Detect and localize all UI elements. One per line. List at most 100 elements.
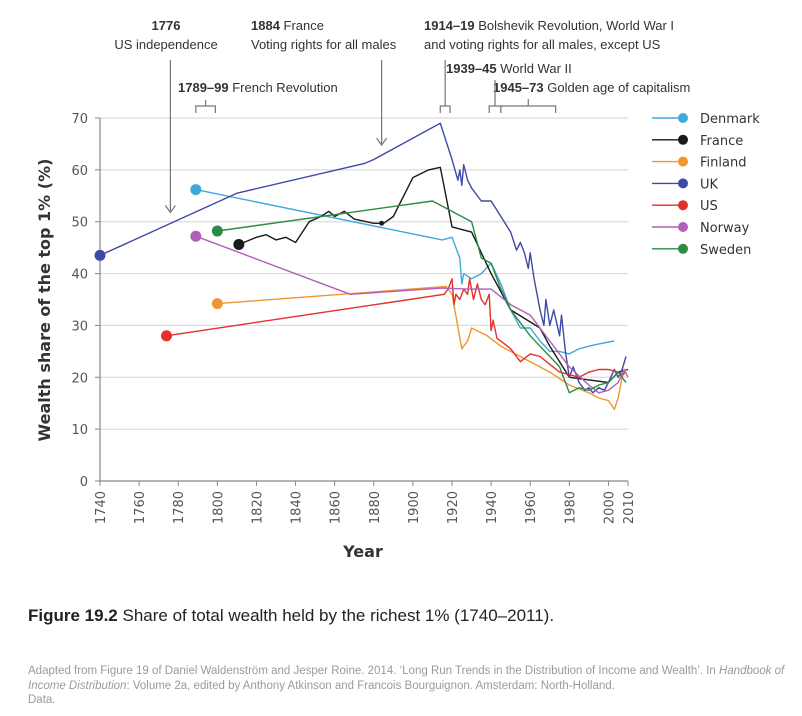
legend-item-norway: Norway [652,221,750,236]
series-sweden [211,200,627,394]
legend-label: US [700,199,718,214]
source-note: Adapted from Figure 19 of Daniel Waldens… [28,664,788,708]
y-tick-label: 10 [71,423,88,438]
legend-marker [678,200,688,211]
series-line [217,200,627,394]
x-tick-label: 1900 [407,491,422,524]
figure-caption: Figure 19.2 Share of total wealth held b… [28,606,554,626]
annotation-us-independence: 1776 US independence [114,18,217,52]
x-tick-label: 1940 [485,491,500,524]
arrowhead-icon [164,205,176,214]
legend-item-us: US [652,199,718,214]
x-tick-label: 1860 [329,491,344,524]
series-start-marker [160,330,172,342]
legend-marker [678,222,688,232]
legend-item-uk: UK [652,177,719,192]
y-tick-label: 40 [71,268,88,283]
series-start-marker [190,230,202,242]
x-tick-label: 1980 [563,491,578,524]
series-denmark [190,184,615,355]
wealth-share-chart: 0 10 20 30 40 50 60 70 1740 1760 1780 1800 1820 1840 1… [35,18,760,561]
source-text-3: Data. [28,694,56,706]
series-line [195,188,615,355]
figure-caption-text: Share of total wealth held by the riches… [117,606,555,625]
x-tick-label: 2000 [602,491,617,524]
legend: Denmark France Finland UK US Norway Sweden [652,112,760,258]
x-tick-label: 1880 [368,491,383,524]
annotation-bracket [500,105,557,113]
series-line [238,166,629,384]
annotation-label: 1914–19 Bolshevik Revolution, World War … [424,18,674,33]
x-tick-label: 1820 [250,491,265,524]
source-text-2: : Volume 2a, edited by Anthony Atkinson … [126,679,615,692]
france-1884-marker [379,220,385,226]
legend-label: Norway [700,221,750,236]
annotation-ww2: 1939–45 World War II [446,61,572,76]
annotations: 1776 US independence 1884 France Voting rig… [114,18,690,214]
axes: 0 10 20 30 40 50 60 70 1740 1760 1780 1800 1820 1840 1… [71,112,637,524]
legend-item-finland: Finland [652,156,746,171]
source-text-1: Adapted from Figure 19 of Daniel Waldens… [28,665,720,677]
series-start-marker [94,249,106,261]
series-start-marker [233,239,245,251]
legend-label: France [700,134,743,149]
figure-label: Figure 19.2 [28,606,118,625]
legend-label: Sweden [700,243,751,258]
gridlines [100,117,628,430]
x-tick-label: 1760 [133,491,148,524]
series-start-marker [211,298,223,310]
legend-marker [678,156,688,167]
annotation-bolshevik: 1914–19 Bolshevik Revolution, World War … [424,18,674,52]
x-tick-label: 1920 [446,491,461,524]
legend-label: Denmark [700,112,760,127]
x-tick-label: 1780 [172,491,187,524]
x-tick-label: 1840 [290,491,305,524]
annotation-year: 1776 [152,18,181,33]
legend-marker [678,178,688,189]
y-tick-label: 70 [71,112,88,127]
series-france [233,166,629,384]
arrowhead-icon [376,137,388,147]
y-tick-label: 50 [71,216,88,231]
source-book-title: Handbook of Income Distribution [28,665,785,692]
annotation-label: 1939–45 World War II [446,61,572,76]
annotation-label: 1945–73 Golden age of capitalism [493,80,690,95]
y-tick-label: 30 [71,319,88,334]
annotation-label: 1789–99 French Revolution [178,80,338,95]
legend-item-sweden: Sweden [652,243,751,258]
x-tick-label: 1960 [524,491,539,524]
y-tick-label: 0 [80,475,88,490]
x-tick-label: 1740 [94,491,109,524]
annotation-text: US independence [114,37,217,52]
annotation-year: 1884 France [251,18,324,33]
y-tick-label: 20 [71,371,88,386]
series-uk [94,122,627,394]
series-start-marker [211,225,223,237]
annotation-bracket [195,105,216,113]
series-start-marker [190,184,202,196]
series-line [217,285,627,411]
series-lines [94,122,629,411]
y-axis-label: Wealth share of the top 1% (%) [35,159,54,442]
annotation-bracket [488,105,502,113]
annotation-text: and voting rights for all males, except … [424,37,661,52]
annotation-golden-age: 1945–73 Golden age of capitalism [493,80,690,95]
annotation-french-revolution: 1789–99 French Revolution [178,80,338,95]
series-finland [211,285,627,411]
series-line [166,278,627,378]
legend-marker [678,243,688,254]
annotation-text: Voting rights for all males [251,37,397,52]
x-axis-label: Year [342,542,383,561]
annotation-bracket [439,105,451,113]
series-line [195,235,629,394]
legend-marker [678,134,688,145]
series-line [99,122,627,394]
legend-item-france: France [652,134,743,149]
series-us [160,278,627,378]
legend-label: Finland [700,156,746,171]
legend-item-denmark: Denmark [652,112,760,127]
series-norway [190,230,629,394]
annotation-france-voting: 1884 France Voting rights for all males [251,18,397,52]
x-tick-label: 2010 [622,491,637,524]
y-tick-label: 60 [71,164,88,179]
